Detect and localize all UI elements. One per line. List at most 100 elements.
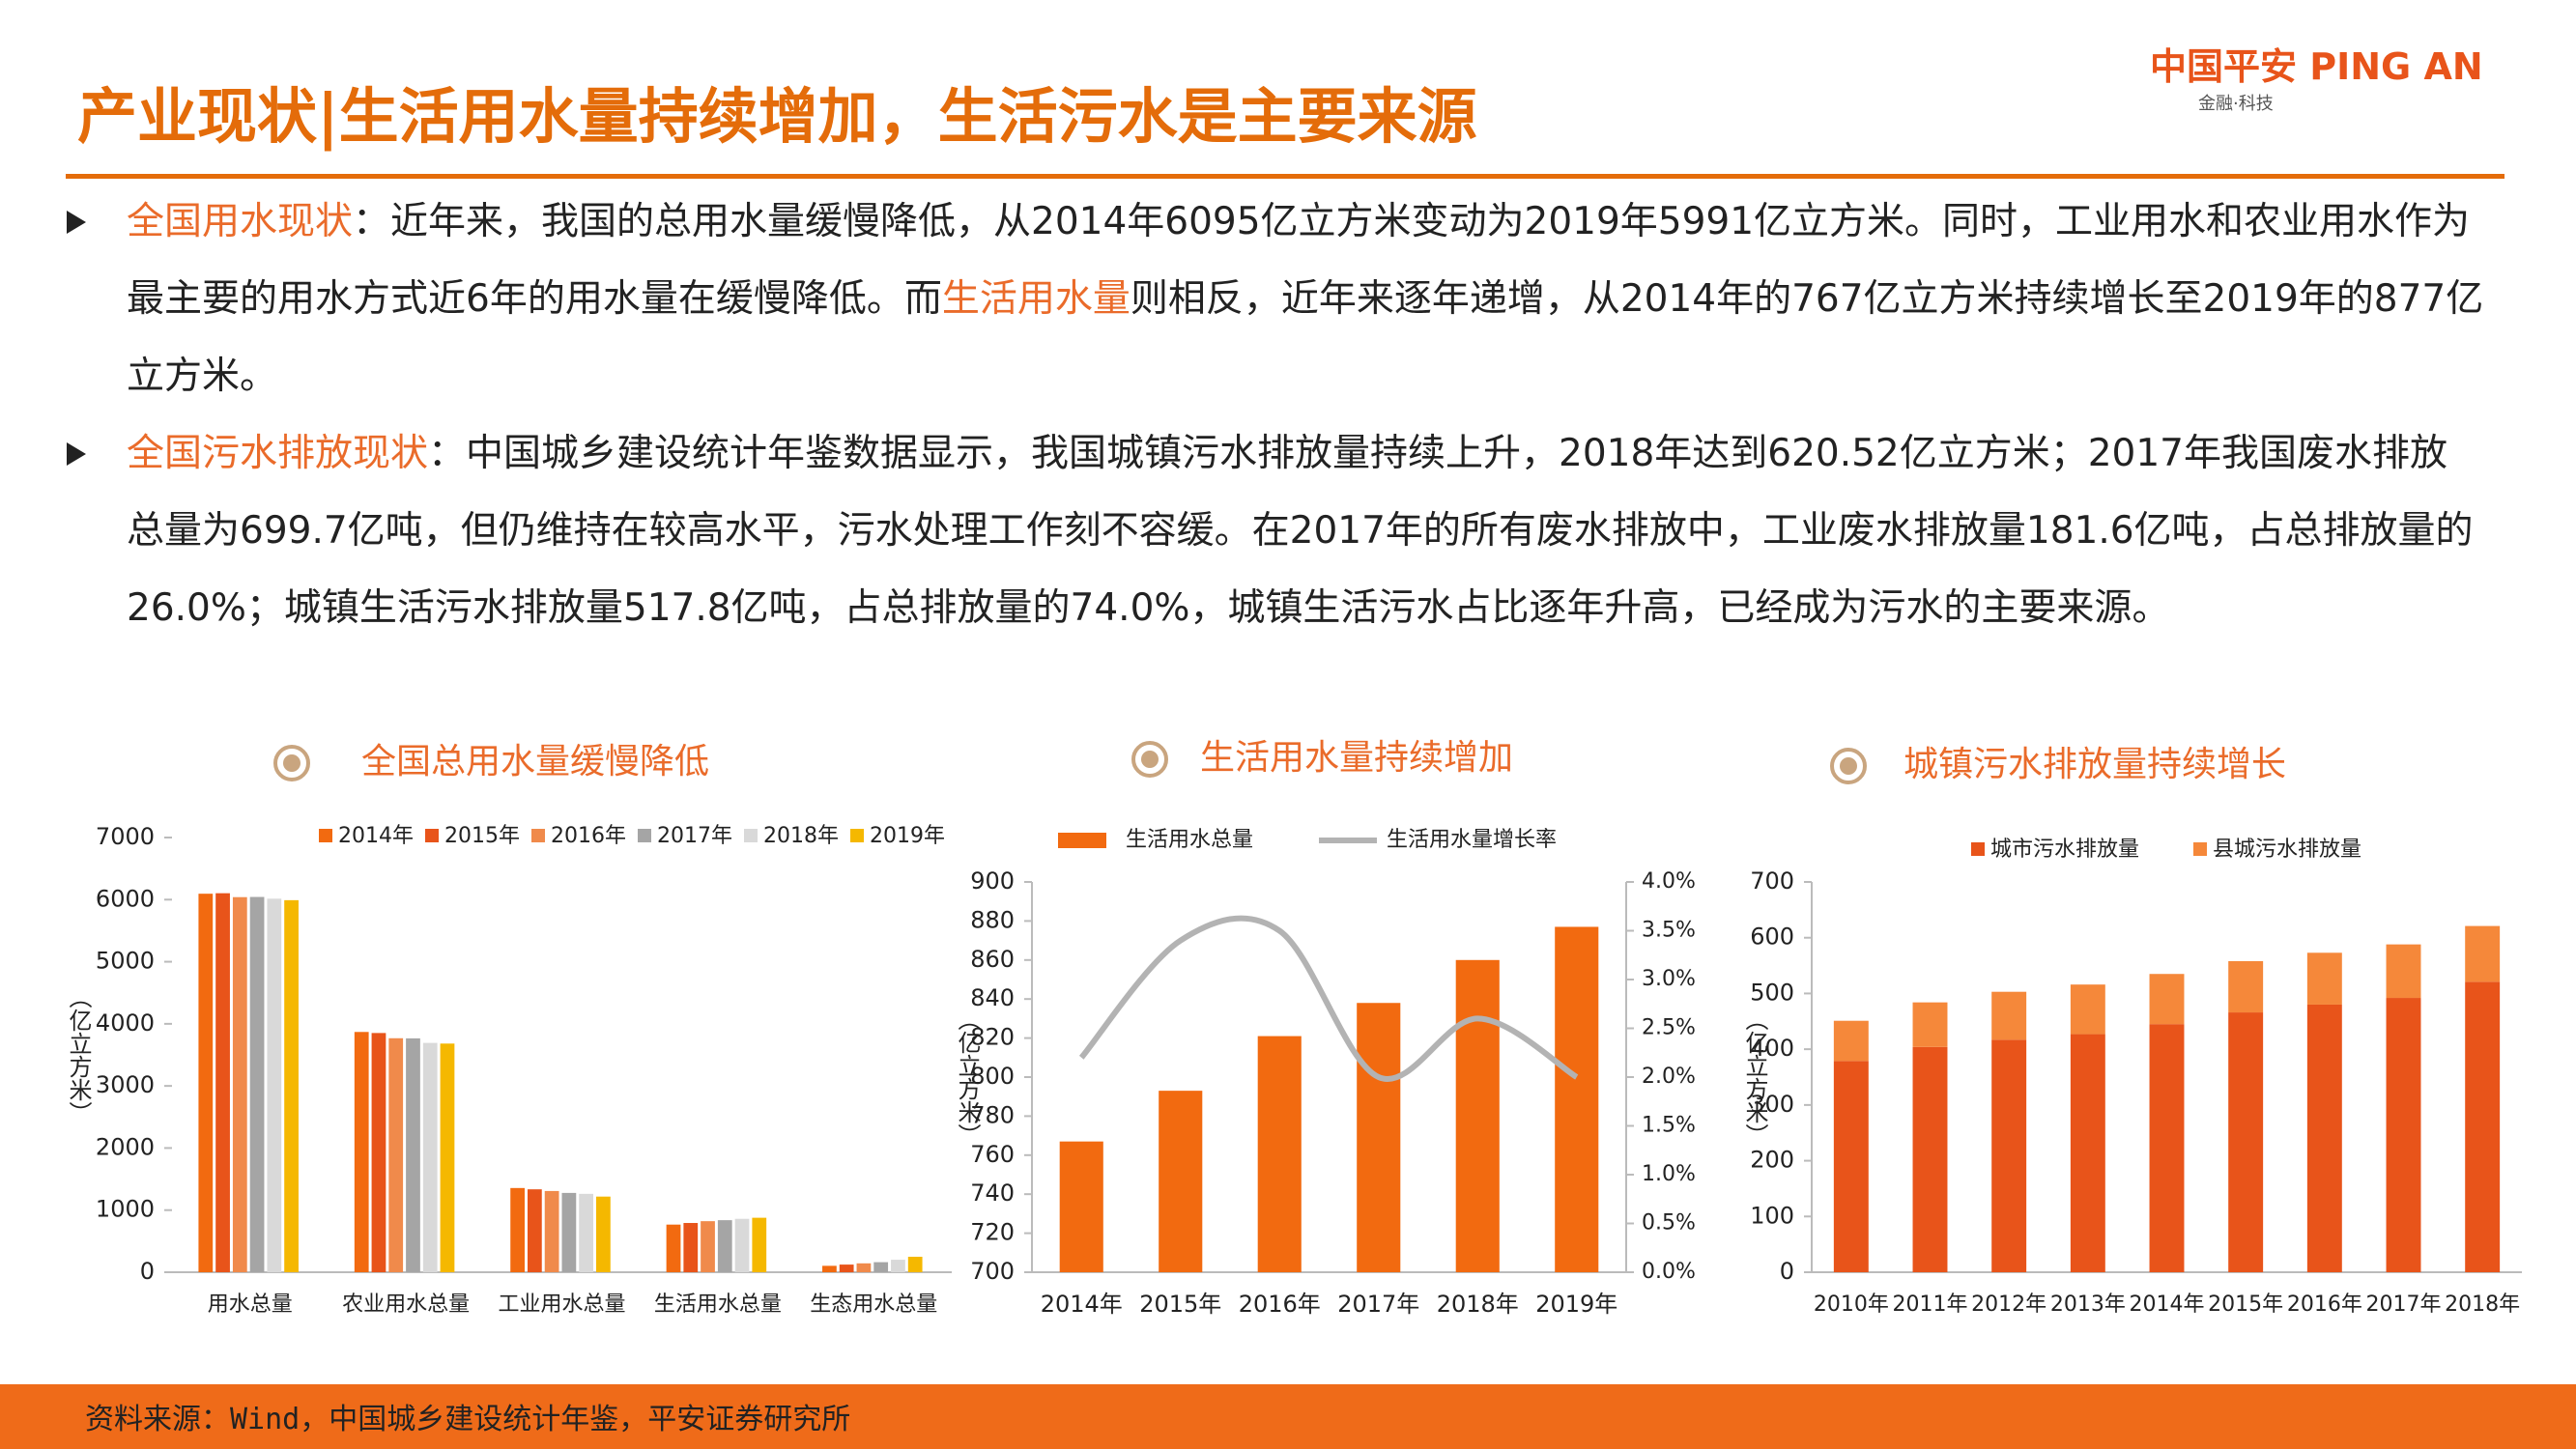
bar: [1159, 1091, 1203, 1272]
legend-swatch: [850, 829, 864, 842]
y-tick-label: 760: [970, 1141, 1015, 1168]
y-tick-label: 100: [1750, 1202, 1794, 1229]
bar: [561, 1192, 577, 1272]
bullet-text: 则相反，近年来逐年递增，从2014年的767亿立方米持续增长至2019年的877…: [127, 277, 2484, 398]
y2-tick-label: 1.5%: [1642, 1114, 1696, 1138]
bar-segment: [2149, 1024, 2185, 1272]
logo-name-en: PING AN: [2309, 45, 2483, 88]
legend-swatch: [1058, 833, 1106, 848]
bar-segment: [2070, 1034, 2105, 1272]
bar: [579, 1193, 594, 1272]
bar: [907, 1256, 923, 1272]
y-tick-label: 700: [1750, 867, 1794, 895]
icon: [283, 754, 301, 772]
icon: [273, 745, 310, 781]
y-tick-label: 780: [970, 1101, 1015, 1128]
x-tick-label: 2010年: [1814, 1293, 1889, 1317]
legend-label: 县城污水排放量: [2213, 838, 2361, 862]
y-tick-label: 600: [1750, 923, 1794, 951]
x-tick-label: 2019年: [1535, 1291, 1617, 1318]
legend-label: 2017年: [657, 824, 732, 848]
bar-segment: [1833, 1020, 1869, 1062]
y-tick-label: 880: [970, 906, 1015, 933]
y-axis-label: （亿立方米）: [954, 1008, 981, 1147]
bullets: 全国用水现状：近年来，我国的总用水量缓慢降低，从2014年6095亿立方米变动为…: [67, 184, 2484, 647]
bar-segment: [2306, 1004, 2342, 1272]
legend-swatch: [744, 829, 758, 842]
x-tick-label: 2015年: [1139, 1291, 1221, 1318]
charts: 全国总用水量缓慢降低（亿立方米）010002000300040005000600…: [65, 738, 2522, 1318]
y-tick-label: 1000: [96, 1196, 155, 1223]
bar: [1357, 1003, 1401, 1272]
y-tick-label: 2000: [96, 1133, 155, 1160]
bar: [1059, 1141, 1103, 1272]
title-icons: [273, 741, 1867, 784]
bar: [752, 1217, 767, 1272]
legend-swatch: [2193, 842, 2207, 856]
bar: [891, 1260, 905, 1272]
bar-segment: [1912, 1002, 1948, 1047]
bar: [527, 1189, 542, 1272]
y-tick-label: 740: [970, 1179, 1015, 1207]
x-tick-label: 2014年: [1041, 1291, 1123, 1318]
logo-tagline: 金融·科技: [2198, 94, 2274, 114]
bar-segment: [1912, 1046, 1948, 1272]
y-tick-label: 3000: [96, 1071, 155, 1098]
y-tick-label: 300: [1750, 1091, 1794, 1118]
bar: [683, 1223, 699, 1272]
chart-title: 生活用水量持续增加: [1200, 738, 1513, 778]
y-tick-label: 700: [970, 1258, 1015, 1285]
bar: [1555, 926, 1599, 1272]
legend-label: 2018年: [763, 824, 839, 848]
legend-swatch: [531, 829, 545, 842]
bar: [440, 1043, 455, 1272]
bar: [856, 1263, 872, 1272]
bar: [371, 1033, 386, 1272]
bar: [232, 896, 247, 1272]
x-tick-label: 2015年: [2208, 1293, 2283, 1317]
y2-tick-label: 3.5%: [1642, 919, 1696, 943]
chart-title: 城镇污水排放量持续增长: [1903, 745, 2286, 784]
x-tick-label: 农业用水总量: [342, 1293, 470, 1317]
x-tick-label: 2012年: [1971, 1293, 2046, 1317]
y2-tick-label: 4.0%: [1642, 869, 1696, 894]
y-tick-label: 0: [1780, 1258, 1794, 1285]
y-tick-label: 800: [970, 1063, 1015, 1090]
y-tick-label: 900: [970, 867, 1015, 895]
bar: [388, 1037, 404, 1272]
slide-title: 产业现状|生活用水量持续增加，生活污水是主要来源: [77, 81, 1477, 152]
bar: [596, 1196, 611, 1272]
legend-label: 生活用水量增长率: [1387, 828, 1557, 852]
bar: [422, 1042, 438, 1272]
bar-segment: [1991, 991, 2027, 1040]
x-tick-label: 2016年: [1239, 1291, 1321, 1318]
y-axis-label: （亿立方米）: [1741, 1008, 1768, 1147]
x-tick-label: 工业用水总量: [498, 1293, 625, 1317]
bar-segment: [2386, 944, 2421, 999]
legend-swatch: [638, 829, 651, 842]
y2-tick-label: 3.0%: [1642, 967, 1696, 991]
bar: [873, 1262, 889, 1272]
highlight-text: 全国用水现状: [127, 200, 354, 243]
x-tick-label: 2014年: [2130, 1293, 2205, 1317]
legend-label: 生活用水总量: [1126, 828, 1253, 852]
highlight-text: 全国污水排放现状: [127, 432, 429, 475]
bar-segment: [2070, 984, 2105, 1035]
y-tick-label: 7000: [96, 823, 155, 850]
bar: [510, 1187, 525, 1272]
bar: [354, 1032, 369, 1272]
y-tick-label: 860: [970, 946, 1015, 973]
bar-segment: [2228, 1012, 2264, 1272]
legend-swatch: [1971, 842, 1985, 856]
x-tick-label: 2013年: [2050, 1293, 2126, 1317]
bar: [284, 899, 299, 1272]
y-tick-label: 840: [970, 984, 1015, 1011]
legend-label: 2016年: [551, 824, 626, 848]
footer-bar: [0, 1384, 2576, 1449]
title-rule: [66, 174, 2504, 179]
bar-segment: [2465, 981, 2501, 1272]
bar: [822, 1265, 837, 1272]
y-tick-label: 500: [1750, 979, 1794, 1006]
logo-name: 中国平安: [2150, 45, 2298, 88]
